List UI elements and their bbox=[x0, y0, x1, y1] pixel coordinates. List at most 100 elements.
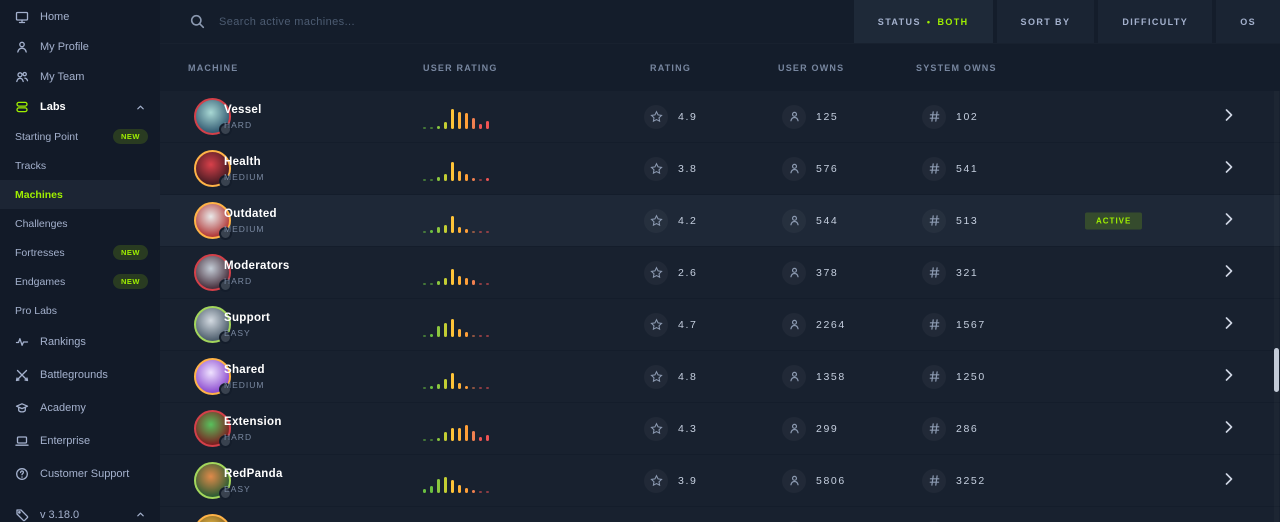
histogram-bar bbox=[479, 387, 482, 389]
sidebar-item-battlegrounds[interactable]: Battlegrounds bbox=[0, 358, 160, 391]
histogram-bar bbox=[465, 278, 468, 285]
hash-icon bbox=[922, 208, 946, 233]
machine-difficulty: MEDIUM bbox=[224, 223, 265, 234]
machine-row[interactable]: RedPanda EASY 3.9 5806 3252 bbox=[160, 455, 1280, 506]
status-filter-value: BOTH bbox=[937, 16, 969, 27]
histogram-bar bbox=[465, 113, 468, 129]
machine-row[interactable]: Extension HARD 4.3 299 286 bbox=[160, 403, 1280, 454]
sidebar-item-fortresses[interactable]: Fortresses NEW bbox=[0, 238, 160, 267]
sidebar-item-academy[interactable]: Academy bbox=[0, 391, 160, 424]
scrollbar-track[interactable] bbox=[1274, 91, 1279, 522]
user-owns-value: 378 bbox=[816, 266, 839, 279]
histogram-bar bbox=[458, 485, 461, 493]
os-filter-button[interactable]: OS bbox=[1216, 0, 1280, 43]
machine-row[interactable]: Support EASY 4.7 2264 1567 bbox=[160, 299, 1280, 350]
machine-name: Health bbox=[224, 155, 261, 168]
avatar-sub-badge-icon bbox=[219, 331, 232, 344]
system-owns-cell: 321 bbox=[922, 260, 978, 285]
star-icon bbox=[644, 468, 668, 493]
system-owns-cell bbox=[922, 520, 956, 522]
sidebar-item-labs[interactable]: Labs bbox=[0, 92, 160, 122]
histogram-bar bbox=[430, 486, 433, 493]
rating-cell: 3.8 bbox=[644, 156, 697, 181]
chevron-right-icon[interactable] bbox=[1225, 264, 1234, 282]
graduation-cap-icon bbox=[15, 402, 29, 413]
histogram-bar bbox=[472, 490, 475, 493]
chevron-right-icon[interactable] bbox=[1225, 420, 1234, 438]
machine-difficulty: MEDIUM bbox=[224, 171, 265, 182]
histogram-bar bbox=[423, 283, 426, 285]
chevron-right-icon[interactable] bbox=[1225, 160, 1234, 178]
sidebar-item-my-profile[interactable]: My Profile bbox=[0, 32, 160, 62]
histogram-bar bbox=[430, 230, 433, 233]
sidebar-item-challenges[interactable]: Challenges bbox=[0, 209, 160, 238]
sidebar-item-endgames[interactable]: Endgames NEW bbox=[0, 267, 160, 296]
search-input[interactable] bbox=[219, 15, 539, 28]
sidebar-item-starting-point[interactable]: Starting Point NEW bbox=[0, 122, 160, 151]
machine-name: Support bbox=[224, 311, 271, 324]
sidebar-item-machines[interactable]: Machines bbox=[0, 180, 160, 209]
avatar-sub-badge-icon bbox=[219, 123, 232, 136]
rating-value: 4.2 bbox=[678, 214, 698, 227]
sidebar-item-home[interactable]: Home bbox=[0, 2, 160, 32]
sidebar-item-pro-labs[interactable]: Pro Labs bbox=[0, 296, 160, 325]
machine-name-block: Shared MEDIUM bbox=[224, 364, 265, 390]
machine-row[interactable] bbox=[160, 507, 1280, 522]
status-filter-button[interactable]: STATUS • BOTH bbox=[853, 0, 993, 43]
machine-row[interactable]: Health MEDIUM 3.8 576 541 bbox=[160, 143, 1280, 194]
sort-by-label: SORT BY bbox=[1020, 16, 1071, 27]
histogram-bar bbox=[444, 323, 447, 337]
histogram-bar bbox=[437, 384, 440, 389]
machine-row[interactable]: Vessel HARD 4.9 125 102 bbox=[160, 91, 1280, 142]
rating-cell bbox=[644, 520, 678, 522]
new-badge: NEW bbox=[113, 274, 148, 289]
user-owns-cell: 125 bbox=[782, 104, 838, 129]
chevron-right-icon[interactable] bbox=[1225, 212, 1234, 230]
user-owns-cell: 576 bbox=[782, 156, 838, 181]
difficulty-filter-button[interactable]: DIFFICULTY bbox=[1098, 0, 1213, 43]
sidebar-item-my-team[interactable]: My Team bbox=[0, 62, 160, 92]
chevron-right-icon[interactable] bbox=[1225, 368, 1234, 386]
sidebar-item-tracks[interactable]: Tracks bbox=[0, 151, 160, 180]
column-header-rating: RATING bbox=[650, 62, 692, 73]
histogram-bar bbox=[472, 431, 475, 441]
hash-icon bbox=[922, 416, 946, 441]
machine-row[interactable]: Moderators HARD 2.6 378 321 bbox=[160, 247, 1280, 298]
hash-icon bbox=[922, 520, 946, 522]
chevron-right-icon[interactable] bbox=[1225, 108, 1234, 126]
rating-value: 4.3 bbox=[678, 422, 698, 435]
user-owns-cell: 1358 bbox=[782, 364, 846, 389]
avatar-sub-badge-icon bbox=[219, 279, 232, 292]
column-header-user-owns: USER OWNS bbox=[778, 62, 845, 73]
sort-by-button[interactable]: SORT BY bbox=[996, 0, 1095, 43]
histogram-bar bbox=[430, 439, 433, 441]
sidebar-item-label: Machines bbox=[15, 188, 63, 201]
hash-icon bbox=[922, 104, 946, 129]
sidebar-item-enterprise[interactable]: Enterprise bbox=[0, 424, 160, 457]
histogram-bar bbox=[437, 326, 440, 337]
main-content: STATUS • BOTH SORT BY DIFFICULTY OS MACH… bbox=[160, 0, 1280, 522]
sidebar-item-customer-support[interactable]: Customer Support bbox=[0, 457, 160, 490]
machine-row[interactable]: Outdated MEDIUM 4.2 544 513 ACTIVE bbox=[160, 195, 1280, 246]
histogram-bar bbox=[486, 231, 489, 233]
star-icon bbox=[644, 416, 668, 441]
rating-value: 2.6 bbox=[678, 266, 698, 279]
machine-avatar bbox=[194, 410, 232, 448]
machine-avatar bbox=[194, 254, 232, 292]
machine-name: Vessel bbox=[224, 103, 262, 116]
sidebar-version[interactable]: v 3.18.0 bbox=[0, 498, 160, 522]
column-header-system-owns: SYSTEM OWNS bbox=[916, 62, 997, 73]
user-rating-histogram bbox=[423, 469, 489, 493]
machine-name: RedPanda bbox=[224, 467, 283, 480]
machine-row[interactable]: Shared MEDIUM 4.8 1358 1250 bbox=[160, 351, 1280, 402]
system-owns-value: 1250 bbox=[956, 370, 986, 383]
chevron-right-icon[interactable] bbox=[1225, 472, 1234, 490]
sidebar-item-rankings[interactable]: Rankings bbox=[0, 325, 160, 358]
star-icon bbox=[644, 260, 668, 285]
machine-avatar bbox=[194, 98, 232, 136]
machine-avatar bbox=[194, 514, 231, 522]
chevron-right-icon[interactable] bbox=[1225, 316, 1234, 334]
histogram-bar bbox=[437, 227, 440, 233]
scrollbar-thumb[interactable] bbox=[1274, 348, 1279, 392]
user-icon bbox=[782, 260, 806, 285]
